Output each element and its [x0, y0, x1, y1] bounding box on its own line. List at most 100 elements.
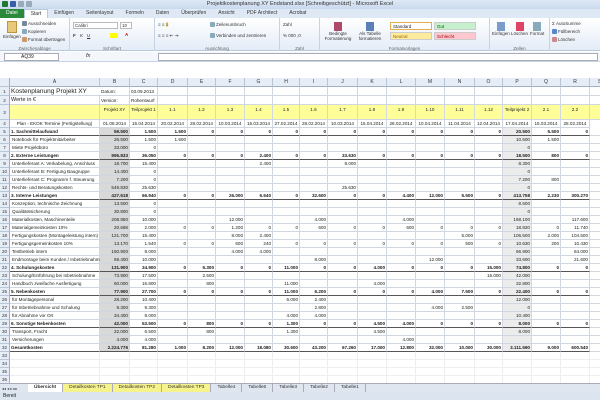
table-cell[interactable]: 0: [328, 240, 358, 248]
cell[interactable]: [10, 105, 100, 120]
table-cell[interactable]: 26.500: [100, 136, 130, 144]
table-cell[interactable]: 0: [561, 288, 590, 296]
table-cell[interactable]: [503, 336, 532, 344]
table-cell[interactable]: [188, 312, 216, 320]
ribbon-tab-seitenlayout[interactable]: Seitenlayout: [86, 10, 114, 16]
table-cell[interactable]: 2.800: [300, 304, 328, 312]
cell[interactable]: [503, 376, 532, 383]
column-header-H[interactable]: H: [273, 78, 300, 87]
table-cell[interactable]: 0: [358, 224, 387, 232]
cell[interactable]: [416, 376, 445, 383]
table-cell[interactable]: [475, 232, 503, 240]
table-cell[interactable]: [273, 232, 300, 240]
table-cell[interactable]: 33.630: [328, 152, 358, 160]
table-cell[interactable]: 53.500: [130, 320, 158, 328]
table-cell[interactable]: [188, 304, 216, 312]
cell[interactable]: [300, 368, 328, 376]
table-cell[interactable]: [300, 248, 328, 256]
table-cell[interactable]: 4.000: [416, 288, 445, 296]
sheet-tab[interactable]: Tabelle1: [335, 384, 366, 392]
cell[interactable]: [590, 232, 600, 240]
row-label[interactable]: für Montagepersonal: [10, 296, 100, 304]
table-cell[interactable]: [475, 168, 503, 176]
table-cell[interactable]: [475, 280, 503, 288]
table-cell[interactable]: 42.000: [100, 320, 130, 328]
table-cell[interactable]: 0: [387, 128, 416, 136]
cell[interactable]: [475, 360, 503, 368]
row-header[interactable]: 36: [0, 376, 10, 383]
table-cell[interactable]: 0: [273, 224, 300, 232]
table-cell[interactable]: 27.700: [130, 288, 158, 296]
row-label[interactable]: Gesamtkosten: [10, 344, 100, 352]
table-cell[interactable]: [328, 136, 358, 144]
table-cell[interactable]: [273, 336, 300, 344]
table-cell[interactable]: 59.500: [100, 128, 130, 136]
cell[interactable]: [561, 376, 590, 383]
cell[interactable]: [188, 376, 216, 383]
table-cell[interactable]: [158, 216, 188, 224]
table-cell[interactable]: [158, 208, 188, 216]
table-cell[interactable]: 77.900: [100, 288, 130, 296]
table-cell[interactable]: 20.500: [503, 128, 532, 136]
table-cell[interactable]: [216, 184, 245, 192]
table-cell[interactable]: 0: [300, 264, 328, 272]
cell[interactable]: [387, 376, 416, 383]
table-cell[interactable]: 0: [245, 128, 273, 136]
cell[interactable]: [590, 248, 600, 256]
table-cell[interactable]: 800: [188, 280, 216, 288]
table-cell[interactable]: [475, 184, 503, 192]
cell[interactable]: [387, 96, 416, 105]
table-cell[interactable]: 1.300: [273, 320, 300, 328]
row-header[interactable]: 25: [0, 288, 10, 296]
table-cell[interactable]: 74.800: [503, 264, 532, 272]
table-cell[interactable]: [273, 176, 300, 184]
cell[interactable]: [590, 288, 600, 296]
font-name-select[interactable]: Calibri: [73, 22, 118, 29]
table-cell[interactable]: 0: [328, 264, 358, 272]
table-cell[interactable]: [158, 256, 188, 264]
cell[interactable]: [358, 352, 387, 360]
table-cell[interactable]: [532, 304, 561, 312]
table-cell[interactable]: [416, 312, 445, 320]
subproject-header[interactable]: 2.1: [532, 105, 561, 120]
column-header-N[interactable]: N: [445, 78, 475, 87]
cell[interactable]: [328, 96, 358, 105]
table-cell[interactable]: [188, 216, 216, 224]
table-cell[interactable]: 8.200: [188, 344, 216, 352]
table-cell[interactable]: [475, 312, 503, 320]
table-cell[interactable]: [300, 168, 328, 176]
deadline-date[interactable]: 28.02.2014: [188, 120, 216, 128]
table-cell[interactable]: 0: [273, 192, 300, 200]
table-cell[interactable]: 0: [130, 144, 158, 152]
cell[interactable]: [188, 352, 216, 360]
cell[interactable]: [561, 352, 590, 360]
font-size-select[interactable]: 10: [120, 22, 132, 29]
table-cell[interactable]: 8.000: [300, 256, 328, 264]
row-label[interactable]: Unterlieferant A: Verkabelung, Anschluss: [10, 160, 100, 168]
cell[interactable]: [590, 368, 600, 376]
table-cell[interactable]: 150.900: [100, 248, 130, 256]
table-cell[interactable]: 30.800: [100, 208, 130, 216]
table-cell[interactable]: [416, 248, 445, 256]
table-cell[interactable]: 0: [532, 224, 561, 232]
table-cell[interactable]: 427.618: [100, 192, 130, 200]
table-cell[interactable]: 28.200: [100, 296, 130, 304]
sheet-tab[interactable]: Detailkosten TP3: [162, 384, 212, 392]
subproject-header[interactable]: 1.3: [216, 105, 245, 120]
column-header-B[interactable]: B: [100, 78, 130, 87]
table-cell[interactable]: [328, 208, 358, 216]
row-label[interactable]: Unterlieferant B: Fertigung Baugruppe: [10, 168, 100, 176]
table-cell[interactable]: 15.400: [130, 160, 158, 168]
table-cell[interactable]: [416, 232, 445, 240]
table-cell[interactable]: 15.000: [475, 264, 503, 272]
row-label[interactable]: 2. Externe Leistungen: [10, 152, 100, 160]
table-cell[interactable]: [532, 160, 561, 168]
table-cell[interactable]: 1.500: [158, 128, 188, 136]
table-cell[interactable]: 0: [416, 152, 445, 160]
cell[interactable]: [590, 296, 600, 304]
table-cell[interactable]: 0: [328, 192, 358, 200]
column-header-C[interactable]: C: [130, 78, 158, 87]
cell[interactable]: [561, 96, 590, 105]
row-header[interactable]: 35: [0, 368, 10, 376]
row-header[interactable]: 26: [0, 296, 10, 304]
